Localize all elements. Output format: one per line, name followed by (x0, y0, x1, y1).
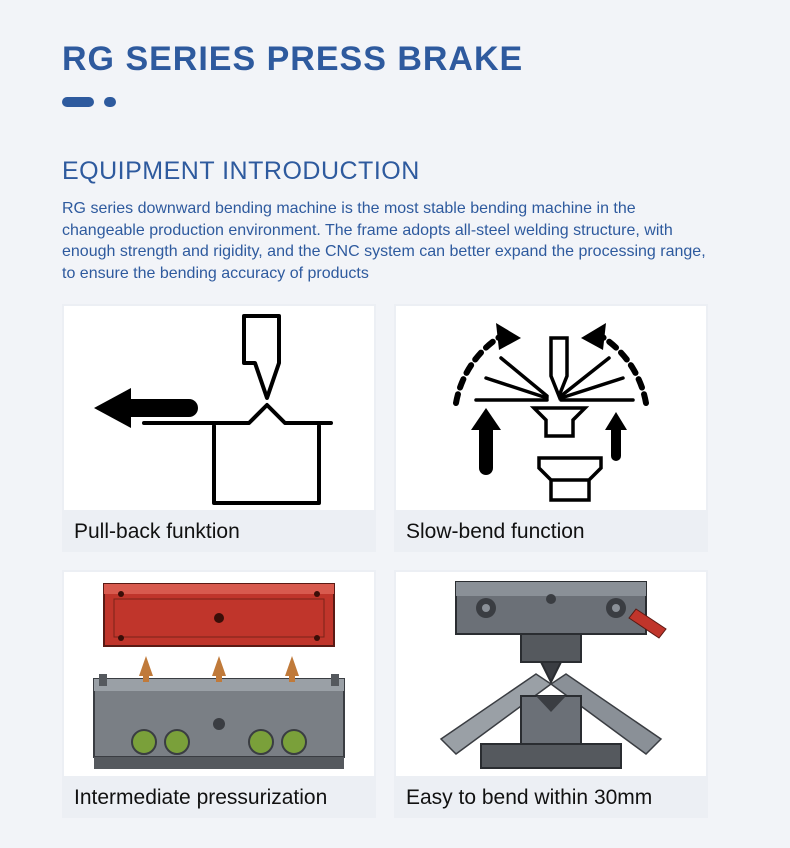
easybend-svg-icon (401, 574, 701, 774)
feature-card-pressurization: Intermediate pressurization (62, 570, 376, 818)
accent-bar-small (104, 97, 116, 107)
section-subtitle: EQUIPMENT INTRODUCTION (62, 157, 728, 186)
pressurization-diagram (64, 572, 374, 776)
slowbend-diagram (396, 306, 706, 510)
pullback-diagram (64, 306, 374, 510)
feature-label: Slow-bend function (394, 512, 708, 552)
intro-paragraph: RG series downward bending machine is th… (62, 198, 722, 284)
feature-label: Pull-back funktion (62, 512, 376, 552)
pullback-svg-icon (69, 308, 369, 508)
title-accent (62, 97, 728, 107)
page: RG SERIES PRESS BRAKE EQUIPMENT INTRODUC… (0, 0, 790, 848)
main-title: RG SERIES PRESS BRAKE (62, 40, 728, 79)
feature-grid: Pull-back funktion (62, 304, 728, 818)
feature-card-pullback: Pull-back funktion (62, 304, 376, 552)
feature-card-easybend: Easy to bend within 30mm (394, 570, 708, 818)
accent-bar-large (62, 97, 94, 107)
feature-label: Intermediate pressurization (62, 778, 376, 818)
feature-label: Easy to bend within 30mm (394, 778, 708, 818)
pressurization-svg-icon (69, 574, 369, 774)
feature-card-slowbend: Slow-bend function (394, 304, 708, 552)
slowbend-svg-icon (401, 308, 701, 508)
easybend-diagram (396, 572, 706, 776)
